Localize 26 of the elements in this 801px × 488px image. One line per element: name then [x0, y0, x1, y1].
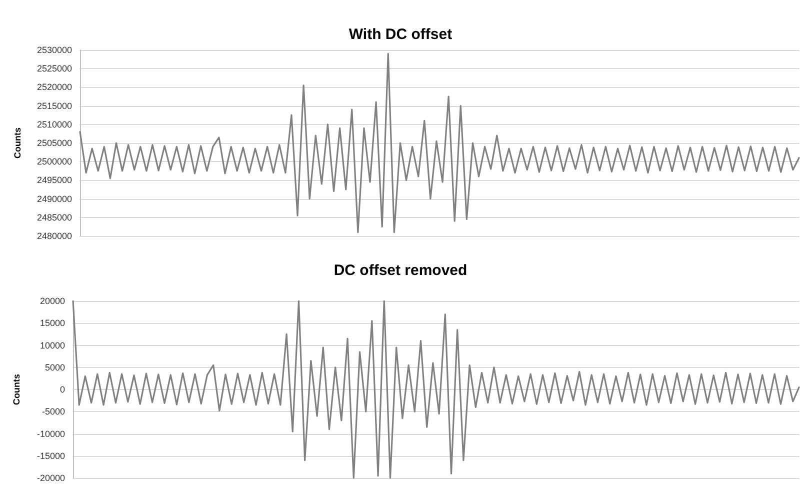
y-axis-title: Counts	[12, 374, 22, 405]
y-tick-label: -5000	[42, 406, 65, 417]
y-tick-label: -15000	[36, 450, 65, 461]
y-tick-label: 15000	[40, 318, 65, 328]
y-tick-label: 2530000	[36, 45, 72, 55]
y-tick-label: 2520000	[36, 82, 72, 92]
y-axis-title: Counts	[12, 128, 22, 158]
chart-title: DC offset removed	[334, 262, 468, 279]
y-tick-label: 2515000	[36, 100, 72, 111]
line-series	[79, 52, 800, 234]
y-tick-label: -20000	[36, 473, 65, 483]
y-tick-label: 2490000	[36, 194, 72, 204]
y-tick-label: 2485000	[36, 212, 72, 222]
y-tick-label: 2480000	[36, 231, 72, 241]
y-tick-label: 2510000	[36, 119, 72, 130]
y-tick-label: 10000	[40, 340, 65, 350]
y-tick-label: 20000	[40, 296, 65, 306]
y-tick-label: 0	[60, 384, 65, 394]
y-tick-label: 2500000	[36, 156, 72, 167]
y-tick-label: 5000	[44, 362, 65, 372]
chart-title: With DC offset	[348, 26, 452, 43]
y-tick-label: 2495000	[36, 175, 72, 186]
y-tick-label: 2525000	[36, 64, 72, 74]
y-tick-label: 2505000	[36, 138, 72, 148]
y-tick-label: -10000	[36, 428, 65, 439]
line-series	[72, 300, 800, 479]
